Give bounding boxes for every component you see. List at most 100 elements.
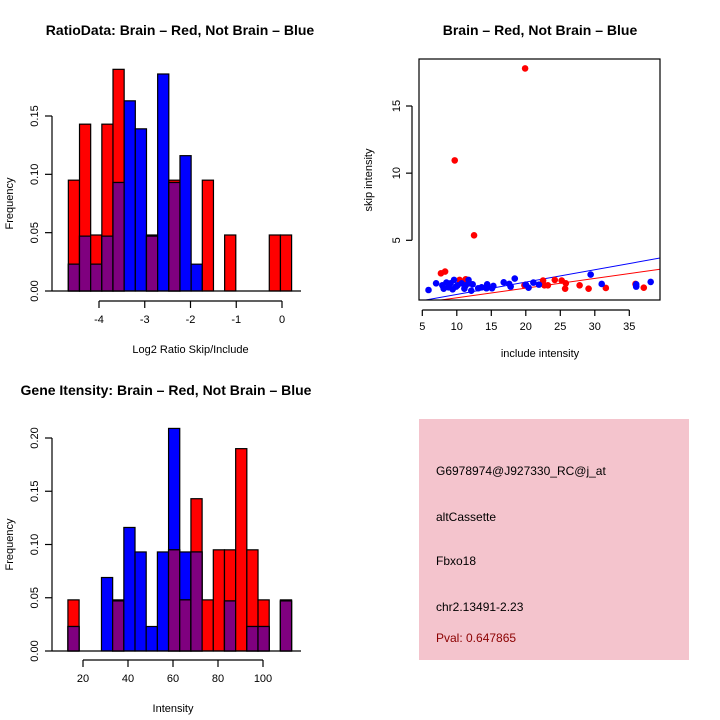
x-tick-label: 5 — [419, 321, 425, 333]
y-tick-label: 0.15 — [29, 481, 41, 502]
point-red — [544, 281, 552, 289]
bar-overlap — [78, 235, 92, 292]
bar-overlap — [145, 235, 159, 292]
point-red — [576, 281, 583, 289]
bar-overlap — [112, 600, 125, 652]
bar-not-brain — [100, 576, 114, 652]
point-blue — [535, 281, 543, 288]
chromosome-location: chr2.13491-2.23 — [436, 600, 524, 614]
event-type: altCassette — [436, 510, 496, 524]
point-blue — [452, 283, 460, 290]
point-red — [470, 232, 478, 239]
y-tick-label: 5 — [391, 237, 403, 243]
bar-not-brain — [123, 100, 136, 292]
bar-overlap — [101, 235, 114, 292]
bar-overlap — [67, 625, 80, 652]
x-tick-label: 80 — [212, 673, 224, 685]
point-blue — [500, 279, 508, 286]
x-tick-label: -1 — [231, 314, 241, 326]
x-tick-label: 10 — [451, 321, 463, 333]
bar-brain — [268, 234, 282, 292]
plot-area — [422, 65, 660, 300]
point-red — [602, 284, 610, 292]
y-tick-label: 0.05 — [29, 587, 41, 608]
point-red — [562, 279, 570, 287]
bar-overlap — [190, 551, 203, 652]
x-tick-label: 30 — [589, 321, 601, 333]
point-blue — [488, 284, 496, 292]
x-axis-label: include intensity — [501, 348, 580, 360]
x-tick-label: -3 — [140, 314, 150, 326]
y-tick-label: 0.05 — [29, 222, 41, 243]
info-panel-background — [419, 419, 689, 660]
point-red — [441, 268, 449, 275]
y-tick-label: 15 — [391, 100, 403, 112]
plot-box — [418, 58, 661, 301]
bar-overlap — [90, 263, 103, 292]
x-tick-label: 0 — [279, 314, 285, 326]
x-tick-label: 40 — [122, 673, 134, 685]
y-axis-label: Frequency — [4, 518, 16, 570]
point-blue — [587, 271, 594, 278]
bar-brain — [201, 179, 215, 292]
y-tick-label: 0.00 — [29, 280, 41, 301]
point-red — [551, 276, 559, 284]
x-axis-label: Intensity — [153, 703, 194, 715]
point-blue — [530, 279, 537, 286]
gene-intensity-histogram-panel: Gene Itensity: Brain – Red, Not Brain – … — [4, 382, 312, 715]
y-tick-label: 0.00 — [29, 640, 41, 661]
point-red — [585, 285, 592, 292]
bar-overlap — [67, 263, 81, 292]
point-red — [561, 285, 569, 292]
ratio-histogram-panel: RatioData: Brain – Red, Not Brain – Blue… — [4, 22, 314, 356]
point-blue — [598, 280, 605, 288]
bar-not-brain — [190, 263, 203, 292]
point-blue — [467, 287, 475, 294]
gene-name: Fbxo18 — [436, 554, 476, 568]
point-red — [451, 157, 459, 164]
bar-not-brain — [179, 155, 192, 292]
y-axis-label: Frequency — [4, 177, 16, 229]
bar-brain — [212, 549, 226, 652]
bar-brain — [235, 448, 248, 652]
bar-overlap — [279, 600, 293, 652]
chart-title: Brain – Red, Not Brain – Blue — [443, 22, 638, 38]
bar-not-brain — [156, 551, 170, 652]
bar-overlap — [167, 549, 181, 652]
x-tick-label: 60 — [167, 673, 179, 685]
x-tick-label: -2 — [186, 314, 196, 326]
point-red — [521, 65, 529, 72]
bar-not-brain — [145, 625, 158, 652]
bar-not-brain — [123, 526, 136, 652]
info-panel: G6978974@J927330_RC@j_at altCassette Fbx… — [419, 419, 689, 660]
bar-overlap — [168, 181, 181, 292]
x-tick-label: 100 — [254, 673, 272, 685]
chart-title: RatioData: Brain – Red, Not Brain – Blue — [46, 22, 315, 38]
y-tick-label: 10 — [391, 167, 403, 179]
point-red — [640, 284, 648, 292]
point-blue — [474, 284, 482, 292]
point-blue — [439, 281, 446, 289]
y-tick-label: 0.10 — [29, 534, 41, 555]
point-blue — [505, 280, 513, 288]
bar-overlap — [257, 625, 270, 652]
bar-overlap — [246, 625, 259, 652]
bar-brain — [224, 234, 237, 292]
x-tick-label: 20 — [520, 321, 532, 333]
chart-title: Gene Itensity: Brain – Red, Not Brain – … — [21, 382, 312, 398]
bar-not-brain — [134, 551, 147, 652]
x-tick-label: 20 — [77, 673, 89, 685]
bar-not-brain — [157, 73, 170, 292]
probe-id: G6978974@J927330_RC@j_at — [436, 464, 606, 478]
point-blue — [511, 275, 519, 282]
bar-overlap — [112, 181, 125, 292]
intensity-scatter-panel: Brain – Red, Not Brain – Blue 5 10 15 20 25 30… — [363, 22, 661, 360]
point-blue — [462, 281, 470, 289]
y-tick-label: 0.15 — [29, 105, 41, 126]
y-tick-label: 0.10 — [29, 164, 41, 185]
y-axis-label: skip intensity — [363, 148, 375, 211]
p-value: Pval: 0.647865 — [436, 631, 516, 645]
x-tick-label: 35 — [623, 321, 635, 333]
bar-brain — [279, 234, 293, 292]
